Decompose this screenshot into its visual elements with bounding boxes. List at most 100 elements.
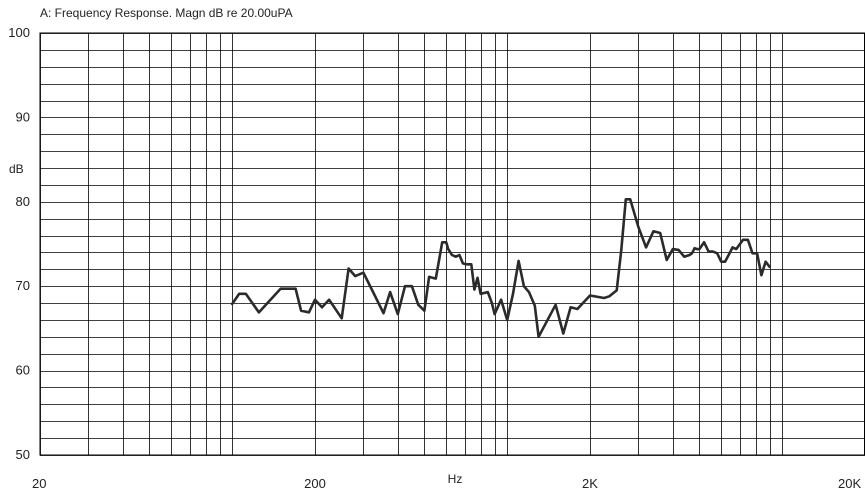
- data-point: [747, 238, 749, 241]
- data-point: [533, 304, 536, 307]
- data-point: [554, 303, 557, 306]
- grid: [40, 33, 865, 456]
- y-axis-label: dB: [9, 162, 24, 176]
- data-point: [423, 309, 426, 312]
- data-point: [756, 252, 758, 255]
- x-axis-ticks: 20 200 2K 20K: [32, 476, 861, 491]
- data-point: [724, 260, 726, 263]
- data-point: [462, 262, 464, 265]
- data-point: [517, 260, 520, 262]
- data-point: [562, 332, 565, 335]
- data-point: [314, 298, 316, 301]
- x-tick-label: 200: [304, 476, 326, 491]
- data-point: [576, 308, 579, 310]
- data-point: [671, 248, 674, 251]
- data-point: [244, 292, 247, 295]
- data-point: [340, 317, 343, 320]
- x-tick-label: 20K: [838, 476, 861, 491]
- data-point: [321, 306, 323, 309]
- data-point: [742, 238, 744, 241]
- data-point: [428, 276, 430, 278]
- data-point: [768, 265, 771, 268]
- data-point: [308, 311, 310, 314]
- x-tick-label: 2K: [582, 476, 598, 491]
- data-point: [447, 248, 450, 251]
- data-point: [389, 291, 391, 293]
- y-tick-label: 90: [16, 109, 30, 124]
- data-point: [512, 292, 514, 295]
- data-point: [231, 303, 234, 305]
- data-point: [434, 277, 437, 280]
- y-tick-label: 50: [16, 447, 30, 462]
- data-point: [735, 248, 738, 251]
- data-point: [677, 249, 680, 251]
- data-point: [716, 252, 719, 255]
- data-point: [645, 246, 647, 249]
- data-point: [712, 250, 714, 253]
- data-point: [445, 241, 448, 244]
- data-point: [569, 306, 572, 309]
- data-point: [476, 276, 479, 279]
- data-point: [652, 230, 655, 233]
- data-point: [615, 289, 618, 292]
- data-point: [486, 291, 489, 293]
- data-point: [693, 247, 696, 250]
- data-point: [396, 313, 399, 315]
- data-point: [473, 288, 476, 291]
- data-point: [659, 232, 662, 234]
- data-point: [300, 309, 302, 312]
- data-point: [404, 285, 406, 288]
- y-tick-label: 100: [8, 25, 30, 40]
- data-point: [454, 255, 457, 258]
- data-point: [665, 259, 668, 261]
- data-point: [258, 311, 260, 314]
- data-point: [537, 335, 540, 338]
- data-point: [493, 313, 496, 315]
- data-point: [608, 295, 611, 298]
- data-point: [479, 292, 482, 295]
- data-point: [411, 285, 413, 288]
- data-point: [528, 291, 530, 293]
- data-point: [506, 319, 509, 321]
- data-point: [238, 292, 241, 295]
- data-point: [637, 226, 640, 229]
- data-point: [465, 263, 468, 266]
- x-tick-label: 20: [32, 476, 46, 491]
- data-point: [760, 274, 763, 277]
- data-point: [382, 312, 385, 315]
- data-point: [417, 303, 420, 306]
- data-point: [441, 241, 444, 244]
- data-point: [720, 260, 723, 263]
- data-point: [698, 248, 701, 251]
- chart-title: A: Frequency Response. Magn dB re 20.00u…: [40, 6, 293, 20]
- y-tick-label: 60: [16, 363, 30, 378]
- series-layer: [230, 198, 771, 339]
- data-point: [523, 285, 525, 288]
- data-point: [696, 248, 698, 251]
- data-point: [731, 246, 734, 249]
- y-axis-ticks: 100 90 80 70 60 50: [8, 25, 30, 462]
- data-point: [347, 267, 350, 270]
- y-tick-label: 80: [16, 194, 30, 209]
- data-point: [458, 254, 461, 256]
- data-point: [328, 298, 330, 301]
- data-point: [362, 271, 365, 274]
- data-point: [683, 255, 686, 258]
- data-point: [470, 263, 473, 266]
- data-point: [620, 249, 623, 251]
- data-point: [707, 250, 710, 253]
- data-point: [589, 294, 591, 297]
- data-point: [624, 198, 627, 201]
- data-point: [629, 198, 632, 201]
- data-point: [491, 302, 493, 304]
- data-point: [451, 254, 453, 256]
- data-point: [703, 241, 705, 244]
- y-tick-label: 70: [16, 278, 30, 293]
- data-point: [373, 294, 376, 297]
- data-point: [691, 252, 693, 255]
- data-point: [294, 287, 297, 290]
- data-point: [688, 254, 691, 256]
- data-point: [500, 298, 502, 301]
